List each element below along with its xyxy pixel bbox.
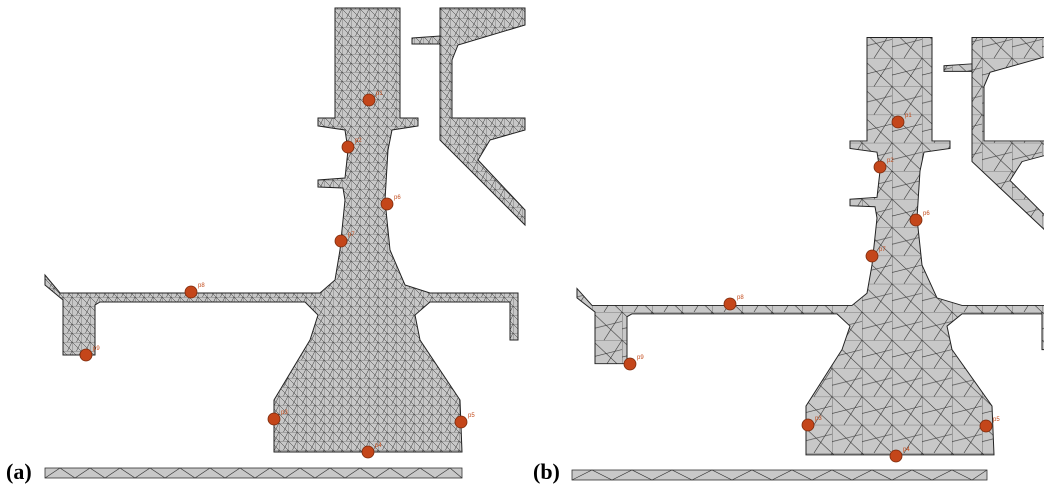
figure: (a) (b) p1 p2 p6 p7 p8 p9 p3 p4 p5 p1 p2 p6 p7 p8 p9 p3… — [0, 0, 1044, 487]
probe — [185, 286, 197, 298]
probe-label: p4 — [375, 443, 382, 449]
probe — [802, 419, 814, 431]
probe — [874, 161, 886, 173]
panel-label: (b) — [533, 459, 560, 484]
probe-label: p3 — [281, 410, 288, 416]
probe-label: p8 — [737, 295, 744, 301]
probe — [892, 116, 904, 128]
probe — [624, 358, 636, 370]
probe-label: p9 — [637, 355, 644, 361]
mesh-a — [45, 8, 525, 478]
probe — [381, 198, 393, 210]
probe — [980, 420, 992, 432]
probe — [866, 250, 878, 262]
probe-label: p3 — [815, 416, 822, 422]
probe — [724, 298, 736, 310]
probe-label: p6 — [923, 211, 930, 217]
probe-label: p5 — [993, 417, 1000, 423]
probe-label: p4 — [903, 447, 910, 453]
probe-label: p1 — [376, 91, 383, 97]
probe-label: p2 — [355, 138, 362, 144]
probe-label: p7 — [879, 247, 886, 253]
probe — [362, 446, 374, 458]
probe-label: p6 — [394, 195, 401, 201]
probe — [455, 416, 467, 428]
probe — [342, 141, 354, 153]
probe — [910, 214, 922, 226]
probe — [363, 94, 375, 106]
probe-label: p8 — [198, 283, 205, 289]
probe-label: p5 — [468, 413, 475, 419]
probe-label: p9 — [93, 346, 100, 352]
probe-label: p7 — [348, 232, 355, 238]
probe-label: p2 — [887, 158, 894, 164]
probe — [268, 413, 280, 425]
strip-b — [572, 470, 987, 480]
probe — [890, 450, 902, 462]
probe-label: p1 — [905, 113, 912, 119]
mesh-b — [577, 38, 1044, 455]
probe — [80, 349, 92, 361]
panel-label: (a) — [6, 459, 32, 484]
probe — [335, 235, 347, 247]
